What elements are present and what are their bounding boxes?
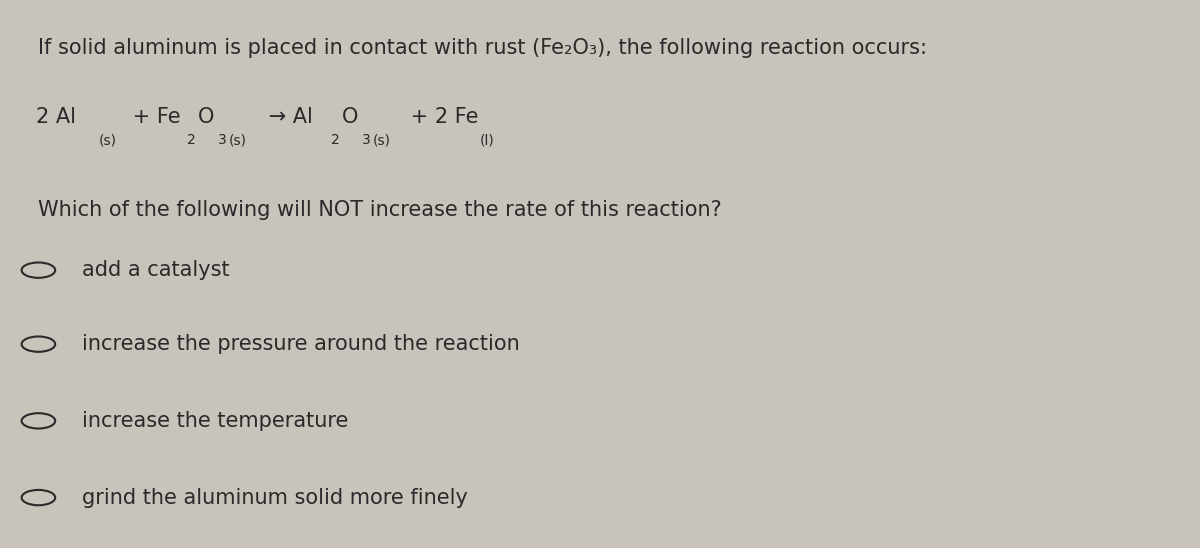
Text: + 2 Fe: + 2 Fe xyxy=(404,107,479,127)
Text: increase the temperature: increase the temperature xyxy=(82,411,348,431)
Text: 2 Al: 2 Al xyxy=(36,107,76,127)
Text: Which of the following will NOT increase the rate of this reaction?: Which of the following will NOT increase… xyxy=(38,200,722,220)
Text: (s): (s) xyxy=(98,133,116,147)
Text: O: O xyxy=(342,107,359,127)
Text: If solid aluminum is placed in contact with rust (Fe₂O₃), the following reaction: If solid aluminum is placed in contact w… xyxy=(38,38,928,58)
Text: (s): (s) xyxy=(229,133,247,147)
Text: 2: 2 xyxy=(187,133,196,147)
Text: 3: 3 xyxy=(362,133,371,147)
Text: O: O xyxy=(198,107,215,127)
Text: grind the aluminum solid more finely: grind the aluminum solid more finely xyxy=(82,488,468,507)
Text: + Fe: + Fe xyxy=(126,107,181,127)
Text: increase the pressure around the reaction: increase the pressure around the reactio… xyxy=(82,334,520,354)
Text: 2: 2 xyxy=(331,133,340,147)
Text: (s): (s) xyxy=(373,133,391,147)
Text: → Al: → Al xyxy=(262,107,312,127)
Text: (l): (l) xyxy=(480,133,494,147)
Text: 3: 3 xyxy=(218,133,227,147)
Text: add a catalyst: add a catalyst xyxy=(82,260,229,280)
